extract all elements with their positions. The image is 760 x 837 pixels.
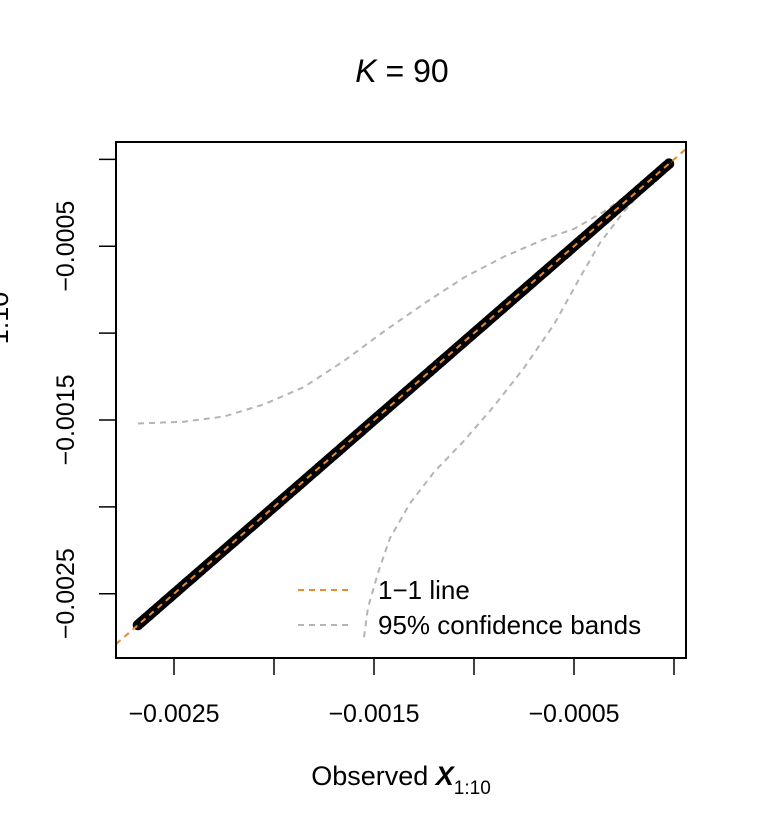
legend-label-one-to-one: 1−1 line: [378, 575, 470, 605]
confidence-band-upper: [137, 161, 671, 425]
confidence-band-lower: [363, 162, 671, 638]
y-axis: −0.0025 −0.0015 −0.0005: [52, 158, 116, 639]
x-axis-label-subscript: 1:10: [454, 778, 491, 799]
x-tick-label: −0.0005: [528, 700, 619, 728]
title-value: = 90: [377, 53, 449, 89]
legend-label-confidence: 95% confidence bands: [378, 610, 641, 640]
y-axis-label-subscript: 1:10: [0, 292, 14, 345]
y-tick-label: −0.0015: [52, 374, 80, 465]
chart-title: K = 90: [355, 53, 448, 89]
y-axis-label: 1:10: [0, 292, 14, 345]
y-tick-label: −0.0005: [52, 201, 80, 292]
x-axis: −0.0025 −0.0015 −0.0005: [128, 658, 675, 728]
x-axis-label-text: Observed: [311, 761, 436, 791]
x-tick-label: −0.0025: [128, 700, 219, 728]
x-axis-label-symbol: X: [434, 761, 456, 791]
x-tick-label: −0.0015: [328, 700, 419, 728]
plot-marks: [116, 148, 686, 645]
one-to-one-line: [116, 148, 686, 645]
title-variable: K: [355, 53, 378, 89]
data-point: [663, 158, 675, 169]
data-point: [661, 160, 673, 171]
x-axis-label: Observed X1:10: [311, 761, 491, 799]
legend: 1−1 line 95% confidence bands: [298, 575, 641, 640]
plot-frame: [115, 141, 687, 659]
plot-area: [116, 148, 686, 645]
y-tick-label: −0.0025: [52, 548, 80, 639]
